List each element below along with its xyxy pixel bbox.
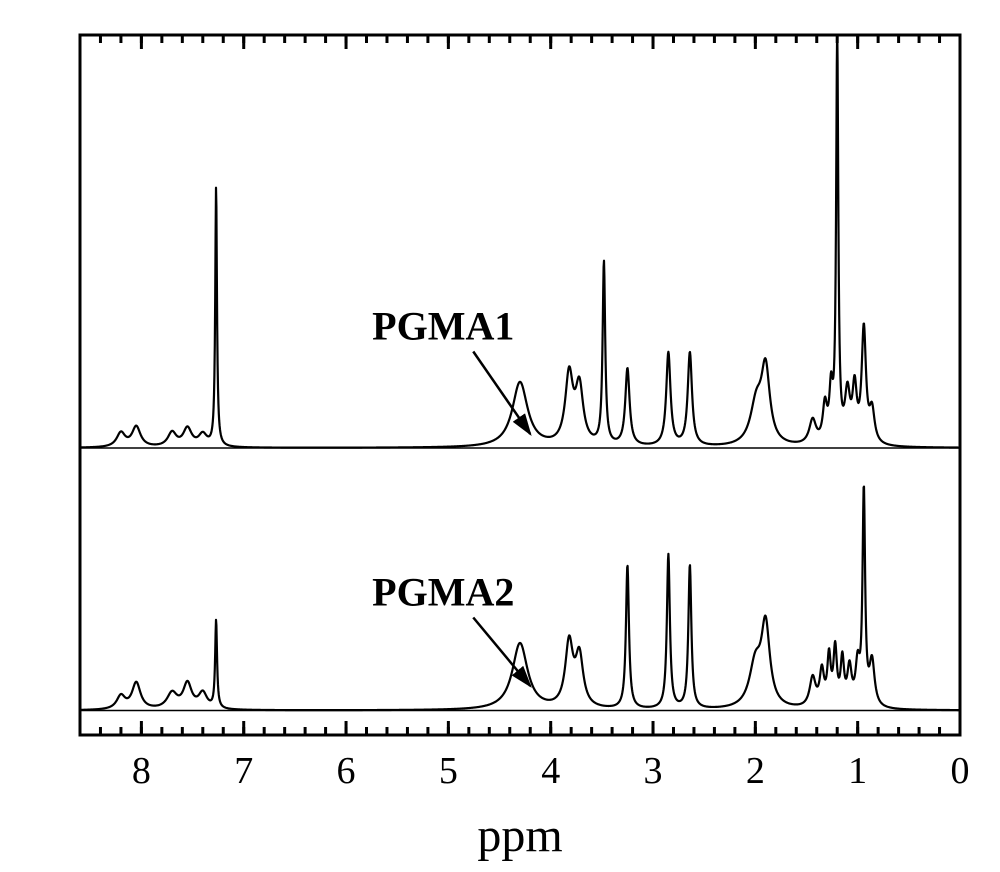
x-tick-label: 3 — [644, 750, 663, 792]
annotation-arrow-PGMA1 — [473, 352, 530, 435]
spectrum-PGMA2 — [80, 487, 960, 711]
x-tick-label: 5 — [439, 750, 458, 792]
figure-container: 8 7 6 5 4 3 2 1 0 ppm PGMA1 PGMA2 — [0, 0, 1000, 872]
annotation-label-PGMA1: PGMA1 — [372, 304, 514, 349]
x-tick-label: 8 — [132, 750, 151, 792]
spectrum-PGMA1 — [80, 28, 960, 448]
nmr-figure: 8 7 6 5 4 3 2 1 0 ppm PGMA1 PGMA2 — [0, 0, 1000, 872]
x-tick-label: 4 — [541, 750, 560, 792]
x-axis-label: ppm — [477, 809, 562, 862]
x-tick-label: 1 — [848, 750, 867, 792]
x-tick-label: 6 — [337, 750, 356, 792]
annotation-arrow-PGMA2 — [473, 618, 530, 687]
x-tick-label: 2 — [746, 750, 765, 792]
x-tick-label: 7 — [234, 750, 253, 792]
annotation-label-PGMA2: PGMA2 — [372, 570, 514, 615]
x-tick-label: 0 — [951, 750, 970, 792]
